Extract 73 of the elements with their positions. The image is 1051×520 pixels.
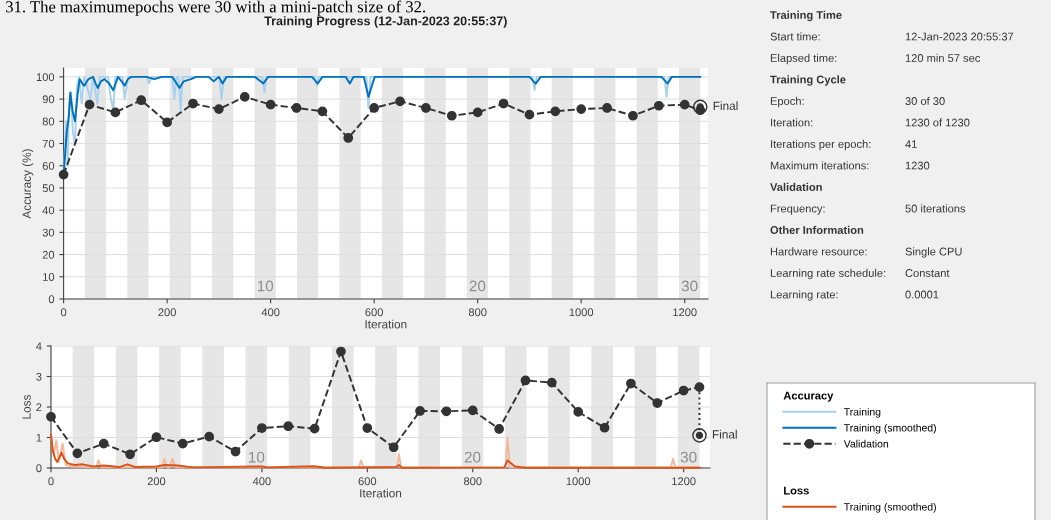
x-tick-label: 200 [158,308,176,317]
text: Iterations per epoch: [771,139,871,151]
text: Elapsed time: [770,53,837,65]
text: Validation [770,182,822,191]
text: 1230 [905,161,930,170]
y-tick-label: 0 [48,295,55,304]
x-tick-label: 600 [365,308,383,317]
y-tick-label: 0 [36,464,42,473]
y-tick-label: 60 [42,162,55,170]
text: 41 [905,140,917,148]
series-label: Final [712,429,737,439]
x-tick-label: 0 [60,308,67,317]
y-tick-label: 100 [36,73,55,82]
text: 31. The maximumepochs were 30 with a mini-patch size of 32. [6,0,426,16]
text: Learning rate schedule: [770,268,886,280]
band-label: 20 [469,280,486,292]
legend-label: Training (smoothed) [843,423,936,434]
x-tick-label: 1000 [569,308,594,317]
y-tick-label: 3 [36,372,42,381]
x-tick-label: 1000 [566,477,591,486]
text: Start time: [770,32,820,41]
text: Single CPU [905,247,962,258]
text: Constant [905,269,950,277]
band-label: 10 [257,280,274,292]
x-tick-label: 600 [358,477,377,486]
legend-title: Loss [784,486,809,495]
text: Maximum iterations: [770,161,869,170]
x-tick-label: 1200 [672,477,696,486]
x-tick-label: 400 [252,477,271,486]
y-tick-label: 50 [42,184,55,193]
text: Training Cycle [770,75,846,86]
x-tick-label: 800 [463,477,482,486]
text: Learning rate: [770,290,838,301]
x-tick-label: 1200 [673,308,697,317]
y-axis-title: Accuracy (%) [22,149,34,219]
legend-label: Training (smoothed) [843,502,936,513]
x-axis-title: Iteration [360,488,402,498]
text: 0.0001 [905,290,939,299]
legend-label: Training [843,407,881,418]
text: Training Time [770,10,842,22]
x-tick-label: 200 [147,477,166,486]
y-tick-label: 70 [42,139,55,148]
band-label: 10 [249,451,265,463]
text: Other Information [770,225,864,234]
y-tick-label: 40 [42,206,55,215]
series-label: Final [713,101,738,111]
y-tick-label: 90 [42,95,55,104]
text: 1230 of 1230 [905,118,970,127]
text: Iteration: [771,118,813,127]
y-tick-label: 2 [36,403,42,412]
x-tick-label: 800 [468,308,487,317]
text: 12-Jan-2023 20:55:37 [905,32,1014,41]
y-tick-label: 1 [36,433,42,442]
legend-title: Accuracy [783,391,834,402]
y-tick-label: 80 [42,117,55,126]
x-axis-title: Iteration [365,319,407,329]
legend-label: Validation [843,439,889,448]
chart-title: Training Progress (12-Jan-2023 20:55:37) [264,16,507,28]
band-label: 30 [681,280,698,292]
text: 30 of 30 [905,96,945,105]
text: 50 iterations [905,204,966,213]
y-tick-label: 10 [43,273,55,281]
text: Epoch: [770,96,804,108]
band-label: 20 [464,451,481,463]
band-label: 30 [680,451,697,463]
text: Frequency: [770,204,825,215]
y-tick-label: 20 [42,250,55,259]
y-tick-label: 4 [36,342,42,351]
y-tick-label: 30 [42,228,55,237]
x-tick-label: 400 [261,308,280,317]
y-axis-title: Loss [22,394,31,419]
text: 120 min 57 sec [905,53,981,62]
text: Hardware resource: [770,247,867,256]
